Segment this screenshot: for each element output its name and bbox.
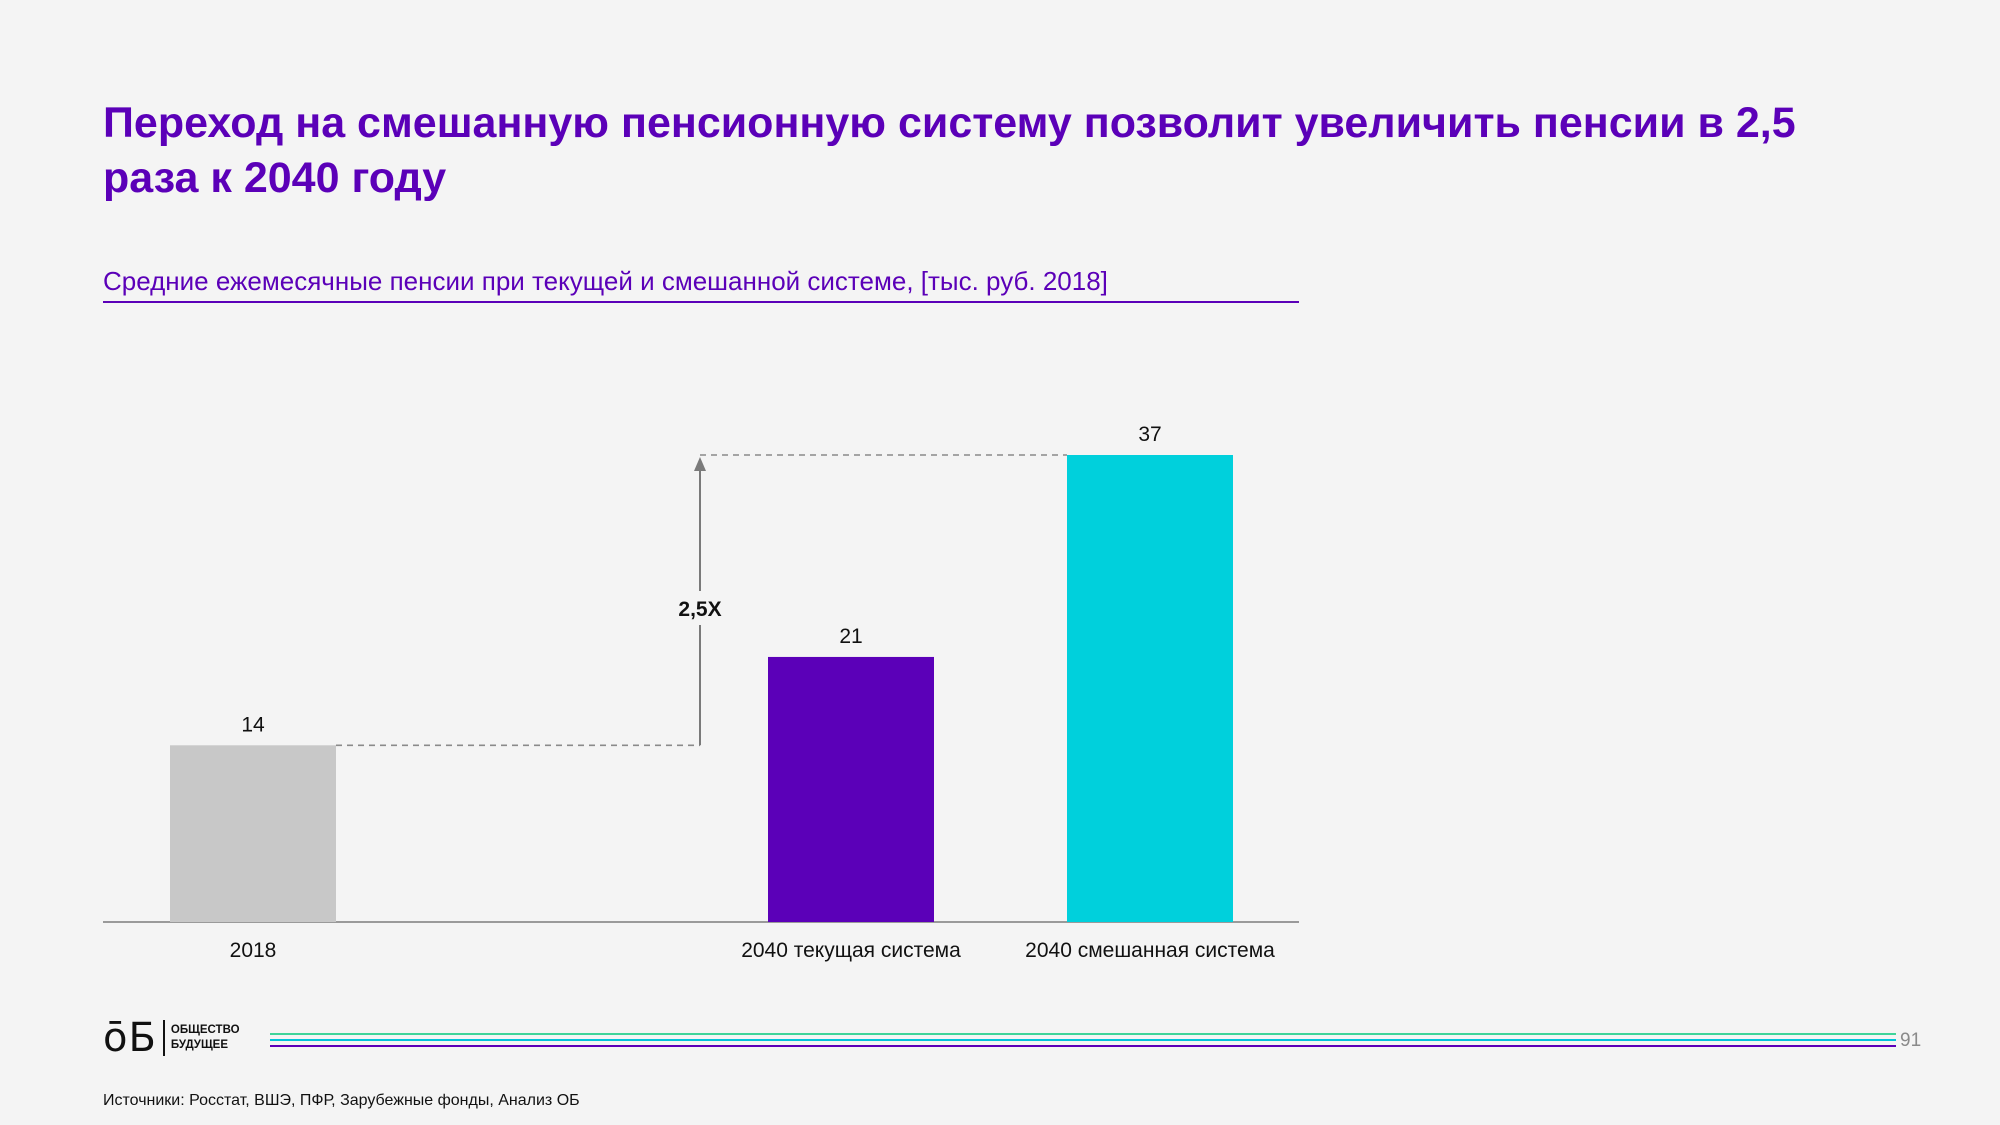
- data-label-3: 37: [1138, 423, 1161, 446]
- logo-line-1: ОБЩЕСТВО: [170, 1024, 240, 1036]
- bar-3: [1067, 455, 1233, 922]
- footer-stripe: [270, 1033, 1896, 1035]
- bar-chart: 14 2018 21 2040 текущая система 37 2040 смеша…: [103, 423, 1299, 962]
- company-logo: ōБ ОБЩЕСТВО БУДУЩЕЕ: [103, 1018, 240, 1058]
- sources-note: Источники: Росстат, ВШЭ, ПФР, Зарубежные…: [103, 1092, 580, 1109]
- logo-line-2: БУДУЩЕЕ: [170, 1039, 229, 1051]
- footer-stripes: [270, 1033, 1896, 1051]
- logo-mark: ōБ: [103, 1015, 157, 1061]
- data-label-1: 14: [241, 713, 265, 736]
- x-tick-label-1: 2018: [230, 939, 277, 962]
- annotation-arrow-head: [694, 457, 706, 471]
- annotation-label-background: [674, 591, 726, 625]
- chart-subtitle: Средние ежемесячные пенсии при текущей и…: [103, 264, 1299, 303]
- x-tick-label-2: 2040 текущая система: [741, 939, 961, 962]
- footer-stripe: [270, 1039, 1896, 1041]
- page-title: Переход на смешанную пенсионную систему …: [103, 99, 1796, 202]
- logo-divider: [162, 1020, 165, 1056]
- page-number: 91: [1900, 1030, 1922, 1051]
- bar-2: [768, 656, 934, 922]
- bar-1: [170, 745, 336, 922]
- annotation-label: 2,5Х: [678, 598, 721, 621]
- x-tick-label-3: 2040 смешанная система: [1025, 939, 1275, 962]
- data-label-2: 21: [839, 625, 862, 648]
- logo-text: ОБЩЕСТВО БУДУЩЕЕ: [171, 1023, 240, 1053]
- footer-stripe: [270, 1045, 1896, 1047]
